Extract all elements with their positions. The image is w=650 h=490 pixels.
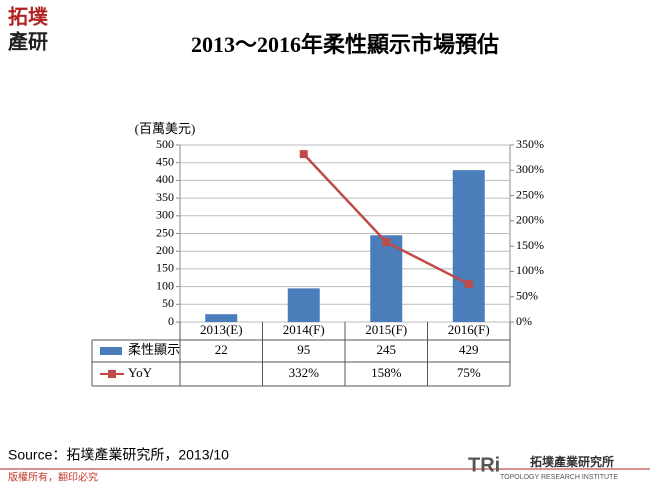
x-tick-label: 2014(F) <box>283 322 325 337</box>
legend-marker <box>108 370 116 378</box>
y-tick-label: 300 <box>156 208 174 222</box>
source: Source：拓墣產業研究所，2013/10 <box>8 447 229 463</box>
y2-tick-label: 350% <box>516 137 544 151</box>
y-tick-label: 400 <box>156 172 174 186</box>
y2-tick-label: 0% <box>516 314 532 328</box>
logo-bottom: 產研 <box>8 29 48 53</box>
bar <box>452 170 485 322</box>
table-value: 332% <box>289 365 320 380</box>
x-tick-label: 2013(E) <box>200 322 243 337</box>
bar <box>287 288 320 322</box>
bar <box>205 314 238 322</box>
y-tick-label: 150 <box>156 261 174 275</box>
table-value: 95 <box>297 342 310 357</box>
y2-tick-label: 200% <box>516 213 544 227</box>
y-tick-label: 250 <box>156 225 174 239</box>
y-tick-label: 50 <box>162 296 174 310</box>
y-tick-label: 350 <box>156 190 174 204</box>
y2-tick-label: 150% <box>516 238 544 252</box>
chart-title: 2013～2016年柔性顯示市場預估 <box>191 32 499 57</box>
table-value: 75% <box>457 365 481 380</box>
legend-label: 柔性顯示 <box>128 342 180 357</box>
legend-label: YoY <box>128 365 153 380</box>
legend-swatch <box>100 347 122 355</box>
y-tick-label: 450 <box>156 154 174 168</box>
marker <box>382 238 391 247</box>
y-tick-label: 200 <box>156 243 174 257</box>
bar <box>370 235 403 322</box>
footer-logo-name: 拓墣產業研究所 <box>530 454 614 469</box>
table-value: 429 <box>459 342 479 357</box>
table-value: 245 <box>377 342 397 357</box>
y-axis-label: (百萬美元) <box>135 121 196 136</box>
footer-logo-mark: TRi <box>468 454 500 476</box>
y-tick-label: 500 <box>156 137 174 151</box>
y2-tick-label: 300% <box>516 162 544 176</box>
y-tick-label: 100 <box>156 278 174 292</box>
x-tick-label: 2015(F) <box>365 322 407 337</box>
table-value: 158% <box>371 365 402 380</box>
y2-tick-label: 50% <box>516 288 538 302</box>
copyright: 版權所有，翻印必究 <box>8 471 98 484</box>
y2-tick-label: 100% <box>516 263 544 277</box>
logo-top: 拓墣 <box>8 5 49 28</box>
marker <box>464 280 473 289</box>
y-tick-label: 0 <box>168 314 174 328</box>
x-tick-label: 2016(F) <box>448 322 490 337</box>
footer-logo-english: TOPOLOGY RESEARCH INSTITUTE <box>500 474 618 481</box>
y2-tick-label: 250% <box>516 187 544 201</box>
marker <box>299 150 308 159</box>
table-value: 22 <box>215 342 228 357</box>
